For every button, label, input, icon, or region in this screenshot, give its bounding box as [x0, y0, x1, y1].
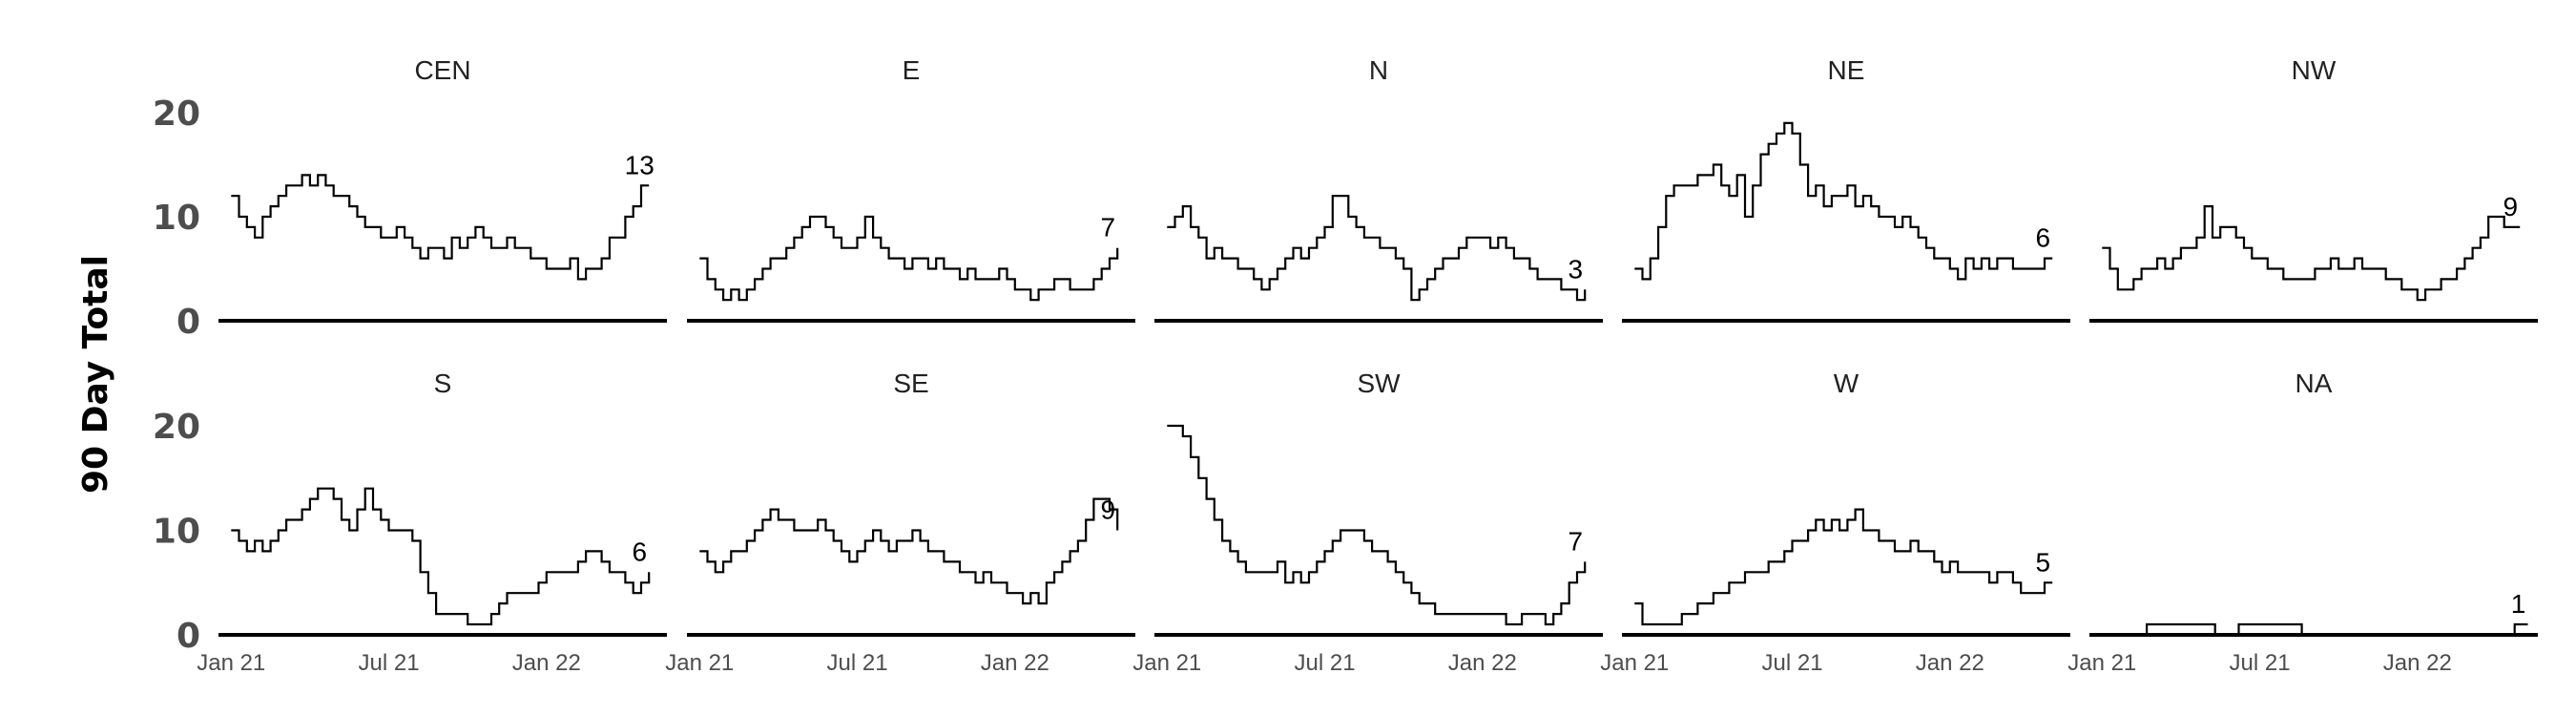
series-line	[699, 497, 1119, 605]
panel-e: E7	[687, 55, 1135, 323]
panel-title: W	[1834, 369, 1859, 398]
panel-title: SE	[893, 369, 928, 398]
end-value-label: 6	[632, 537, 647, 566]
x-tick-label: Jan 22	[2383, 650, 2452, 676]
panel-title: S	[434, 369, 452, 398]
x-tick-label: Jul 21	[2230, 650, 2291, 676]
y-axis-label: 90 Day Total	[76, 255, 115, 494]
end-value-label: 5	[2035, 547, 2050, 577]
series-line	[2102, 205, 2521, 302]
end-value-label: 7	[1568, 526, 1583, 556]
x-tick-label: Jan 21	[197, 650, 265, 676]
x-tick-label: Jan 22	[1916, 650, 1984, 676]
x-tick-label: Jan 22	[512, 650, 581, 676]
y-tick-label: 0	[177, 617, 200, 656]
panel-ne: NE 6	[1622, 55, 2070, 323]
panel-title: CEN	[414, 55, 470, 85]
end-value-label: 7	[1100, 213, 1115, 242]
x-tick-label: Jul 21	[827, 650, 888, 676]
x-tick-label: Jan 21	[1132, 650, 1201, 676]
series-line	[1167, 195, 1587, 302]
panel-w: W 5 Jan 21 Jul 21 Jan 22	[1600, 369, 2070, 676]
y-tick-label: 0	[177, 303, 200, 342]
panel-title: SW	[1357, 369, 1401, 398]
panel-title: E	[903, 55, 921, 85]
x-tick-label: Jan 22	[981, 650, 1049, 676]
panel-title: N	[1369, 55, 1388, 85]
end-value-label: 6	[2035, 223, 2050, 253]
x-tick-label: Jan 21	[1600, 650, 1669, 676]
panel-n: N3	[1154, 55, 1603, 323]
y-tick-label: 10	[153, 199, 200, 238]
end-value-label: 13	[625, 150, 654, 179]
end-value-label: 3	[1568, 254, 1583, 284]
series-line	[231, 174, 650, 281]
series-line	[1634, 121, 2053, 281]
panel-s: S 6 Jan 21 Jul 21 Jan 22	[197, 369, 667, 676]
y-tick-label: 20	[153, 408, 200, 447]
panel-title: NE	[1828, 55, 1865, 85]
x-tick-label: Jul 21	[1295, 650, 1356, 676]
end-value-label: 1	[2511, 589, 2526, 619]
end-value-label: 9	[2503, 192, 2518, 221]
series-line	[699, 215, 1119, 302]
series-line	[2102, 622, 2528, 637]
x-tick-label: Jul 21	[359, 650, 420, 676]
panel-se: SE 9 Jan 21 Jul 21 Jan 22	[665, 369, 1135, 676]
y-tick-label: 20	[153, 95, 200, 134]
series-line	[1634, 508, 2053, 626]
series-line	[1167, 424, 1587, 626]
panel-nw: NW 9	[2089, 55, 2538, 323]
x-tick-label: Jan 21	[665, 650, 734, 676]
panel-title: NW	[2292, 55, 2337, 85]
panel-sw: SW 7 Jan 21 Jul 21 Jan 22	[1132, 369, 1603, 676]
panel-cen: CEN 13	[218, 55, 667, 323]
x-tick-label: Jan 21	[2067, 650, 2136, 676]
panel-title: NA	[2296, 369, 2333, 398]
x-tick-label: Jul 21	[1762, 650, 1823, 676]
end-value-label: 9	[1100, 495, 1115, 525]
y-tick-label: 10	[153, 513, 200, 552]
panel-na: NA 1 Jan 21 Jul 21 Jan 22	[2067, 369, 2538, 676]
series-line	[231, 487, 651, 626]
x-tick-label: Jan 22	[1448, 650, 1517, 676]
